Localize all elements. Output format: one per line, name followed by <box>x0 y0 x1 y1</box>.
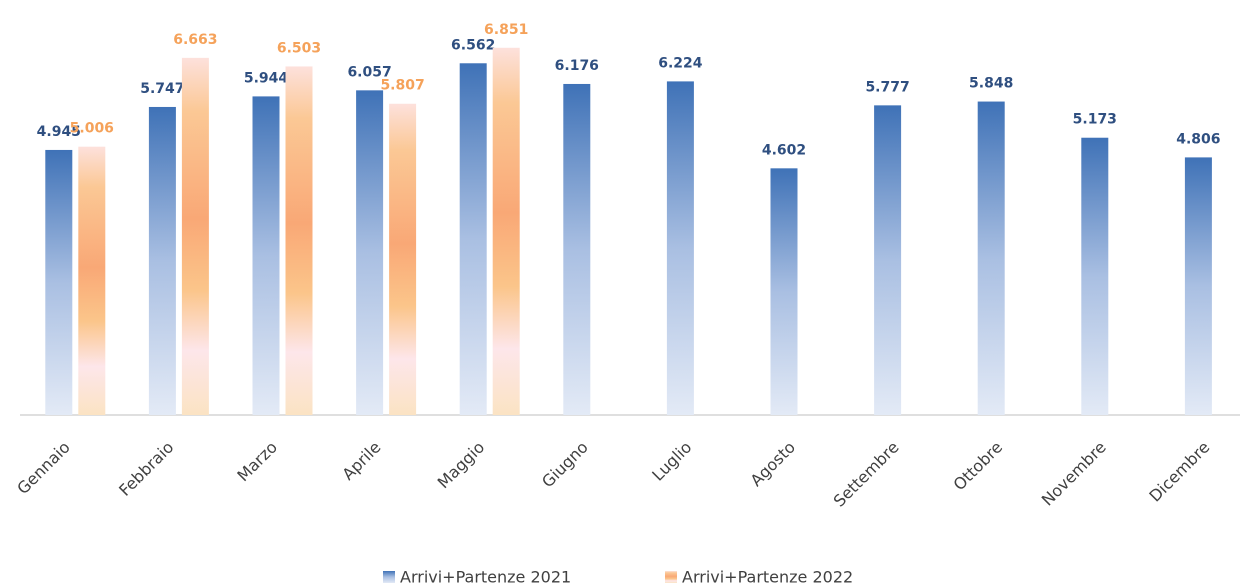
bar <box>285 66 313 415</box>
value-label: 6.851 <box>484 22 528 38</box>
x-tick-label: Gennaio <box>13 438 74 499</box>
legend-label: Arrivi+Partenze 2021 <box>400 568 571 586</box>
value-label: 4.806 <box>1176 131 1220 147</box>
bar <box>874 105 902 416</box>
value-label: 5.173 <box>1073 112 1117 128</box>
legend-swatch <box>665 571 677 583</box>
bar <box>252 96 280 415</box>
bar <box>389 103 417 415</box>
legend-swatch <box>383 571 395 583</box>
bar <box>1184 157 1212 415</box>
value-label: 5.807 <box>380 78 424 94</box>
x-tick-label: Marzo <box>233 438 281 486</box>
bar <box>563 83 591 415</box>
x-tick-label: Luglio <box>648 438 695 485</box>
bar <box>459 63 487 416</box>
value-label: 5.777 <box>865 79 909 95</box>
value-label: 6.176 <box>555 58 599 74</box>
legend-label: Arrivi+Partenze 2022 <box>682 568 853 586</box>
bar <box>977 101 1005 415</box>
value-label: 5.006 <box>70 121 114 137</box>
x-tick-label: Dicembre <box>1145 438 1213 506</box>
bar <box>356 90 384 416</box>
value-label: 4.602 <box>762 142 806 158</box>
value-label: 6.663 <box>173 32 217 48</box>
bar <box>45 149 73 415</box>
bar <box>492 47 520 415</box>
value-label: 5.747 <box>140 81 184 97</box>
x-tick-label: Ottobre <box>950 438 1007 495</box>
bar <box>1081 137 1109 415</box>
value-label: 4.945 <box>37 124 81 140</box>
value-label: 5.944 <box>244 70 289 86</box>
bar <box>666 81 694 415</box>
value-label: 6.562 <box>451 37 495 53</box>
x-tick-label: Agosto <box>746 438 799 491</box>
x-tick-label: Settembre <box>830 438 903 511</box>
bar <box>770 168 798 415</box>
x-tick-label: Aprile <box>338 438 384 484</box>
x-tick-label: Febbraio <box>115 438 177 500</box>
x-tick-label: Giugno <box>538 438 592 492</box>
bar <box>148 106 176 415</box>
value-label: 5.848 <box>969 76 1013 92</box>
x-tick-label: Maggio <box>434 438 489 493</box>
value-label: 6.224 <box>658 55 703 71</box>
bar <box>78 146 106 415</box>
value-label: 6.503 <box>277 40 321 56</box>
x-tick-label: Novembre <box>1038 438 1110 510</box>
bar <box>181 57 209 416</box>
value-label: 6.057 <box>347 64 391 80</box>
